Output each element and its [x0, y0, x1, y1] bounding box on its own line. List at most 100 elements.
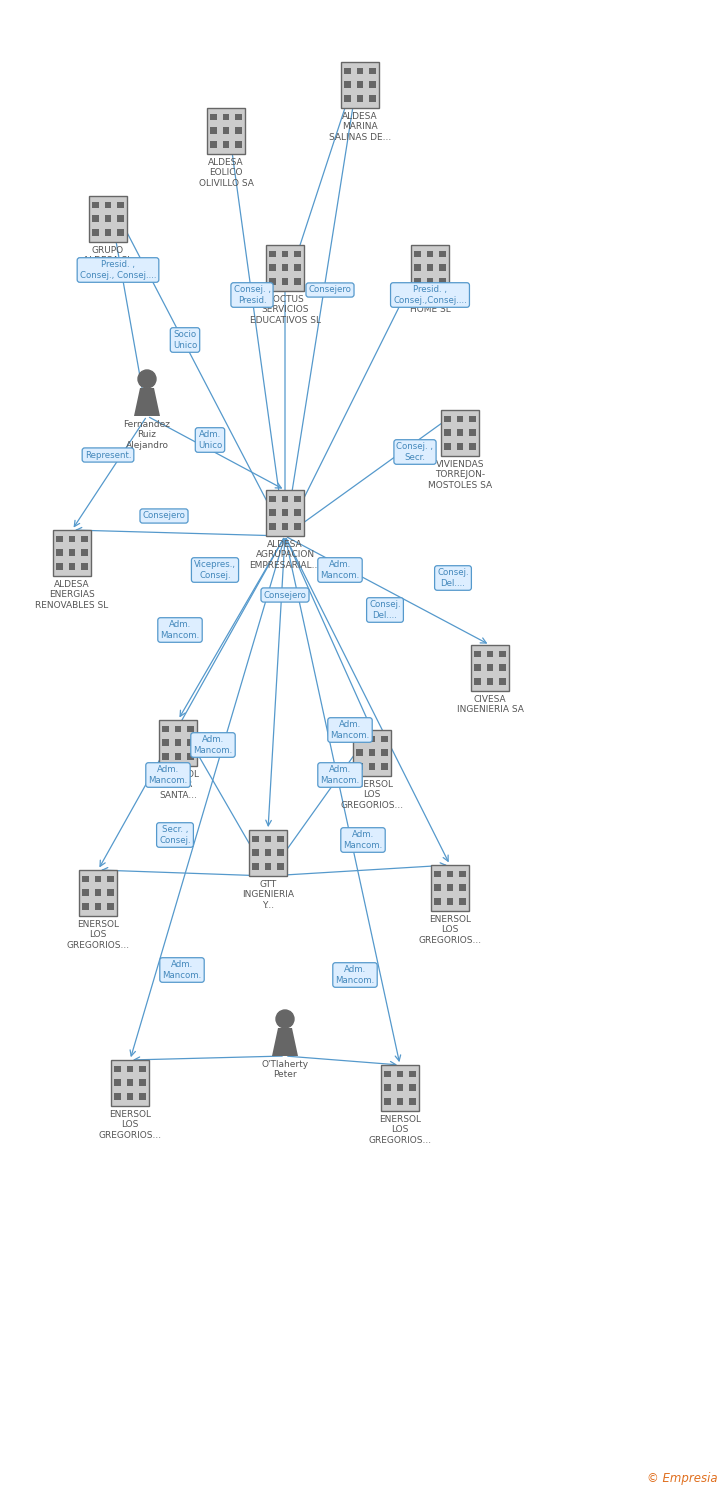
Bar — [369, 81, 376, 88]
Text: ALDESA
AGRUPACION
EMPRESARIAL...: ALDESA AGRUPACION EMPRESARIAL... — [250, 540, 320, 570]
Bar — [434, 898, 440, 904]
Bar — [82, 536, 88, 542]
Bar — [162, 726, 169, 732]
Text: VIVIENDAS
TORREJON-
MOSTOLES SA: VIVIENDAS TORREJON- MOSTOLES SA — [428, 460, 492, 490]
Bar — [117, 216, 124, 222]
Bar — [414, 264, 421, 272]
Bar — [56, 536, 63, 542]
Bar — [369, 68, 376, 74]
Bar — [235, 114, 242, 120]
Bar — [162, 753, 169, 759]
Bar — [397, 1098, 403, 1104]
Bar — [282, 510, 288, 516]
Bar — [223, 128, 229, 134]
Text: Adm.
Mancom.: Adm. Mancom. — [162, 960, 202, 980]
Bar — [294, 524, 301, 530]
Bar — [474, 678, 480, 684]
Bar — [368, 750, 376, 756]
Bar — [117, 201, 124, 208]
Bar — [89, 196, 127, 242]
Bar — [357, 81, 363, 88]
Bar — [264, 836, 272, 842]
Bar — [344, 81, 351, 88]
Bar — [446, 870, 454, 877]
Text: Adm.
Mancom.: Adm. Mancom. — [149, 765, 188, 784]
Bar — [384, 1071, 391, 1077]
Bar — [159, 720, 197, 766]
Bar — [356, 735, 363, 742]
Bar — [264, 862, 272, 870]
Bar — [277, 862, 284, 870]
Bar — [486, 678, 494, 684]
Bar — [269, 278, 276, 285]
Bar — [459, 885, 466, 891]
Bar — [499, 678, 506, 684]
Bar — [499, 664, 506, 670]
Text: Adm.
Mancom.: Adm. Mancom. — [336, 966, 375, 984]
Bar — [187, 740, 194, 746]
Bar — [381, 735, 388, 742]
Bar — [456, 429, 464, 436]
Bar — [252, 862, 258, 870]
Bar — [439, 251, 446, 257]
Text: Adm.
Mancom.: Adm. Mancom. — [344, 831, 383, 849]
Bar — [414, 251, 421, 257]
Bar — [56, 549, 63, 556]
Text: Adm.
Mancom.: Adm. Mancom. — [331, 720, 370, 740]
Bar — [264, 849, 272, 856]
Bar — [210, 141, 217, 147]
Bar — [486, 651, 494, 657]
Text: Adm.
Mancom.: Adm. Mancom. — [320, 765, 360, 784]
Bar — [499, 651, 506, 657]
Bar — [444, 416, 451, 422]
Text: O'Tlaherty
Peter: O'Tlaherty Peter — [261, 1060, 309, 1080]
Bar — [409, 1071, 416, 1077]
Bar — [456, 442, 464, 450]
Bar — [107, 890, 114, 896]
Bar — [266, 244, 304, 291]
Bar — [82, 890, 89, 896]
Bar — [434, 870, 440, 877]
Text: Consejero: Consejero — [264, 591, 306, 600]
Text: ENERSOL
LOS
GREGORIOS...: ENERSOL LOS GREGORIOS... — [419, 915, 481, 945]
Bar — [294, 278, 301, 285]
Bar — [471, 645, 509, 692]
Bar — [459, 898, 466, 904]
Circle shape — [138, 370, 156, 388]
Bar — [381, 764, 388, 770]
Bar — [434, 885, 440, 891]
Text: Consej. ,
Secr.: Consej. , Secr. — [397, 442, 433, 462]
Bar — [95, 876, 101, 882]
Bar — [409, 1084, 416, 1090]
Bar — [357, 68, 363, 74]
Text: Vicepres.,
Consej.: Vicepres., Consej. — [194, 561, 236, 579]
Bar — [368, 735, 376, 742]
Bar — [68, 549, 76, 556]
Text: Fernandez
Ruiz
Alejandro: Fernandez Ruiz Alejandro — [124, 420, 170, 450]
Bar — [114, 1080, 121, 1086]
Bar — [397, 1071, 403, 1077]
Bar — [235, 141, 242, 147]
Bar — [269, 510, 276, 516]
Text: Consej. ,
Presid.: Consej. , Presid. — [234, 285, 271, 304]
Bar — [384, 1098, 391, 1104]
Bar — [210, 128, 217, 134]
Bar — [187, 726, 194, 732]
Bar — [139, 1080, 146, 1086]
Bar — [207, 108, 245, 154]
Text: ALDESA
MARINA
SALINAS DE...: ALDESA MARINA SALINAS DE... — [329, 112, 391, 142]
Bar — [82, 903, 89, 909]
Bar — [82, 562, 88, 570]
Polygon shape — [272, 1028, 298, 1056]
Bar — [446, 898, 454, 904]
Bar — [82, 549, 88, 556]
Bar — [235, 128, 242, 134]
Text: Adm.
Unico: Adm. Unico — [198, 430, 222, 450]
Bar — [68, 536, 76, 542]
Text: ENERSOL
LOS
GREGORIOS...: ENERSOL LOS GREGORIOS... — [98, 1110, 162, 1140]
Bar — [356, 764, 363, 770]
Bar — [139, 1065, 146, 1072]
Bar — [444, 442, 451, 450]
Bar — [53, 530, 91, 576]
Bar — [269, 524, 276, 530]
